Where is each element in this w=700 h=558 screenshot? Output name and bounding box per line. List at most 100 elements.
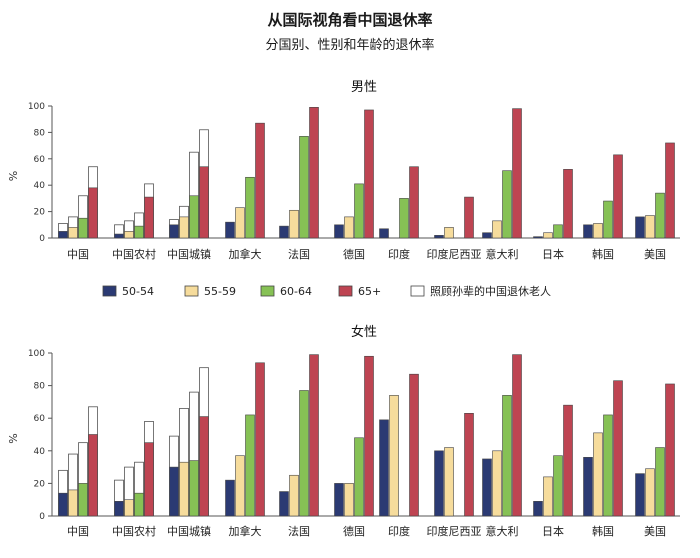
female-category-label: 德国 <box>343 524 365 538</box>
male-bar-60-64-11 <box>655 192 665 239</box>
female-bar-50-54-6 <box>379 419 389 517</box>
male-category-label: 加拿大 <box>229 247 262 261</box>
male-category-label: 德国 <box>343 247 365 261</box>
male-bar-50-54-4 <box>279 225 289 239</box>
male-bar-50-54-0 <box>58 231 68 239</box>
legend-label-s60_64: 60-64 <box>280 285 312 298</box>
male-bar-60-64-0 <box>78 217 88 239</box>
male-bar-65+-11 <box>665 142 675 239</box>
male-bar-60-64-8 <box>502 170 512 239</box>
male-y-tick-label: 40 <box>34 181 46 191</box>
female-bar-60-64-2 <box>189 460 199 517</box>
female-bar-50-54-5 <box>334 483 344 517</box>
female-bar-55-59-10 <box>593 432 603 517</box>
female-bar-50-54-4 <box>279 491 289 517</box>
female-bar-65+-2 <box>199 416 209 517</box>
legend-swatch-s60_64 <box>260 285 275 297</box>
female-category-label: 中国 <box>67 525 89 538</box>
female-category-label: 中国城镇 <box>167 524 211 538</box>
male-category-label: 印度尼西亚 <box>427 247 482 261</box>
female-y-tick-label: 80 <box>34 382 46 392</box>
male-bar-60-64-1 <box>134 225 144 239</box>
female-category-label: 日本 <box>542 524 564 538</box>
male-bar-65+-9 <box>563 169 573 239</box>
female-bar-55-59-2 <box>179 461 189 517</box>
female-bar-50-54-11 <box>635 473 645 517</box>
male-bar-55-59-0 <box>68 227 78 239</box>
male-bar-60-64-6 <box>399 198 409 239</box>
male-category-label: 中国农村 <box>112 247 156 261</box>
legend-swatch-grandchild <box>410 285 425 297</box>
male-bar-65+-1 <box>144 196 154 239</box>
male-y-tick-label: 60 <box>34 155 46 165</box>
female-bar-60-64-3 <box>245 414 255 517</box>
female-bar-50-54-3 <box>225 479 235 517</box>
male-category-label: 韩国 <box>592 247 614 261</box>
legend-swatch-s50_54 <box>102 285 117 297</box>
main-title: 从国际视角看中国退休率 <box>267 11 433 29</box>
female-bar-65+-11 <box>665 383 675 517</box>
male-bar-60-64-9 <box>553 224 563 239</box>
male-bar-60-64-10 <box>603 200 613 239</box>
female-bar-55-59-11 <box>645 468 655 517</box>
female-bar-55-59-0 <box>68 489 78 517</box>
subtitle: 分国别、性别和年龄的退休率 <box>265 38 435 53</box>
female-bar-50-54-0 <box>58 492 68 517</box>
female-y-axis-label: % <box>7 433 20 443</box>
male-bar-65+-4 <box>309 107 319 239</box>
female-category-label: 加拿大 <box>229 524 262 538</box>
male-y-tick-label: 100 <box>28 102 45 112</box>
female-bar-65+-8 <box>512 354 522 517</box>
male-bar-50-54-2 <box>169 224 179 239</box>
female-bar-60-64-11 <box>655 447 665 517</box>
female-bar-55-59-6 <box>389 395 399 517</box>
male-bar-50-54-1 <box>114 233 124 239</box>
male-bar-55-59-11 <box>645 215 655 239</box>
female-bar-55-59-7 <box>444 447 454 517</box>
female-bar-65+-4 <box>309 354 319 517</box>
female-bar-55-59-5 <box>344 483 354 517</box>
male-bar-50-54-8 <box>482 232 492 239</box>
male-y-tick-label: 20 <box>34 208 46 218</box>
female-category-label: 法国 <box>288 524 310 538</box>
female-bar-55-59-3 <box>235 455 245 517</box>
male-y-axis-label: % <box>7 171 20 181</box>
female-bar-60-64-9 <box>553 455 563 517</box>
male-bar-60-64-4 <box>299 136 309 239</box>
female-bar-65+-6 <box>409 373 419 517</box>
male-bar-50-54-5 <box>334 224 344 239</box>
female-bar-60-64-4 <box>299 390 309 517</box>
female-category-label: 中国农村 <box>112 524 156 538</box>
female-bar-65+-5 <box>364 355 374 517</box>
male-bar-65+-10 <box>613 154 623 239</box>
female-panel-title: 女性 <box>351 324 377 340</box>
male-bar-55-59-10 <box>593 223 603 239</box>
male-bar-55-59-8 <box>492 220 502 239</box>
female-bar-60-64-1 <box>134 492 144 517</box>
female-bar-50-54-10 <box>583 457 593 517</box>
female-bar-65+-10 <box>613 380 623 517</box>
female-bar-55-59-4 <box>289 474 299 517</box>
female-bar-50-54-2 <box>169 466 179 517</box>
female-y-tick-label: 40 <box>34 447 46 457</box>
female-y-tick-label: 60 <box>34 414 46 424</box>
female-bar-50-54-1 <box>114 501 124 517</box>
female-bar-65+-3 <box>255 362 265 517</box>
male-bar-55-59-9 <box>543 232 553 239</box>
male-bar-50-54-3 <box>225 221 235 239</box>
female-bar-55-59-8 <box>492 450 502 517</box>
legend-swatch-s55_59 <box>184 285 199 297</box>
male-bar-50-54-6 <box>379 228 389 239</box>
male-bar-55-59-1 <box>124 231 134 239</box>
male-category-label: 日本 <box>542 247 564 261</box>
male-bar-60-64-2 <box>189 195 199 239</box>
male-bar-50-54-9 <box>533 236 543 239</box>
male-bar-65+-8 <box>512 108 522 239</box>
male-category-label: 法国 <box>288 247 310 261</box>
female-bar-60-64-10 <box>603 414 613 517</box>
female-bar-65+-0 <box>88 434 98 517</box>
legend-label-s50_54: 50-54 <box>122 285 154 298</box>
male-bar-65+-5 <box>364 109 374 239</box>
female-bar-65+-1 <box>144 442 154 517</box>
